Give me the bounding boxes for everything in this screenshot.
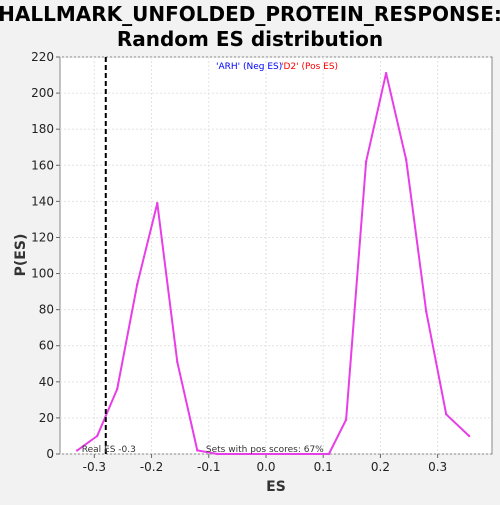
data-point (156, 201, 159, 205)
axis-ticks: -0.3 -0.2 -0.1 0.0 0.1 0.2 0.3 0 20 40 60 80 100 120 1… (31, 50, 447, 474)
x-tick-label: -0.2 (140, 460, 163, 474)
y-tick-label: 0 (46, 447, 54, 461)
data-point (95, 434, 99, 438)
data-point (327, 452, 331, 456)
data-point (75, 449, 79, 452)
chart-title-line1: HALLMARK_UNFOLDED_PROTEIN_RESPONSE: (0, 2, 500, 26)
y-tick-label: 200 (31, 86, 54, 100)
chart-title-line2: Random ES distribution (117, 27, 383, 51)
y-tick-label: 120 (31, 230, 54, 244)
plot-area (59, 56, 493, 455)
data-point (384, 72, 388, 75)
data-point (467, 434, 471, 438)
data-point (424, 310, 428, 313)
data-point (176, 360, 179, 364)
x-tick-label: 0.2 (371, 460, 390, 474)
legend-pos-label: 'D2' (Pos ES) (281, 62, 338, 72)
pos-scores-annotation: Sets with pos scores: 67% (206, 445, 324, 455)
x-tick-label: 0.1 (314, 460, 333, 474)
data-point (136, 283, 139, 286)
data-point (445, 413, 448, 416)
series-layer (75, 72, 471, 456)
x-tick-label: 0.3 (428, 460, 447, 474)
data-point (116, 387, 119, 391)
y-tick-label: 180 (31, 122, 54, 136)
x-tick-label: 0.0 (256, 460, 275, 474)
y-tick-label: 60 (39, 339, 54, 353)
x-tick-label: -0.1 (197, 460, 220, 474)
y-tick-label: 40 (39, 375, 54, 389)
grid-lines (60, 56, 492, 455)
x-axis-title: ES (266, 479, 286, 495)
y-tick-label: 140 (31, 194, 54, 208)
y-tick-label: 80 (39, 303, 54, 317)
data-point (344, 418, 348, 421)
legend-neg-label: 'ARH' (Neg ES) (216, 62, 282, 72)
x-tick-label: -0.3 (83, 460, 106, 474)
data-point (196, 449, 199, 452)
real-es-label: Real ES -0.3 (82, 445, 136, 455)
data-point (364, 160, 368, 163)
y-tick-label: 100 (31, 267, 54, 281)
data-point (216, 452, 219, 456)
data-point (404, 158, 408, 162)
y-tick-label: 220 (31, 50, 54, 64)
y-axis-title: P(ES) (13, 234, 29, 277)
y-tick-label: 160 (31, 158, 54, 172)
series-line (76, 72, 470, 455)
y-tick-label: 20 (39, 411, 54, 425)
